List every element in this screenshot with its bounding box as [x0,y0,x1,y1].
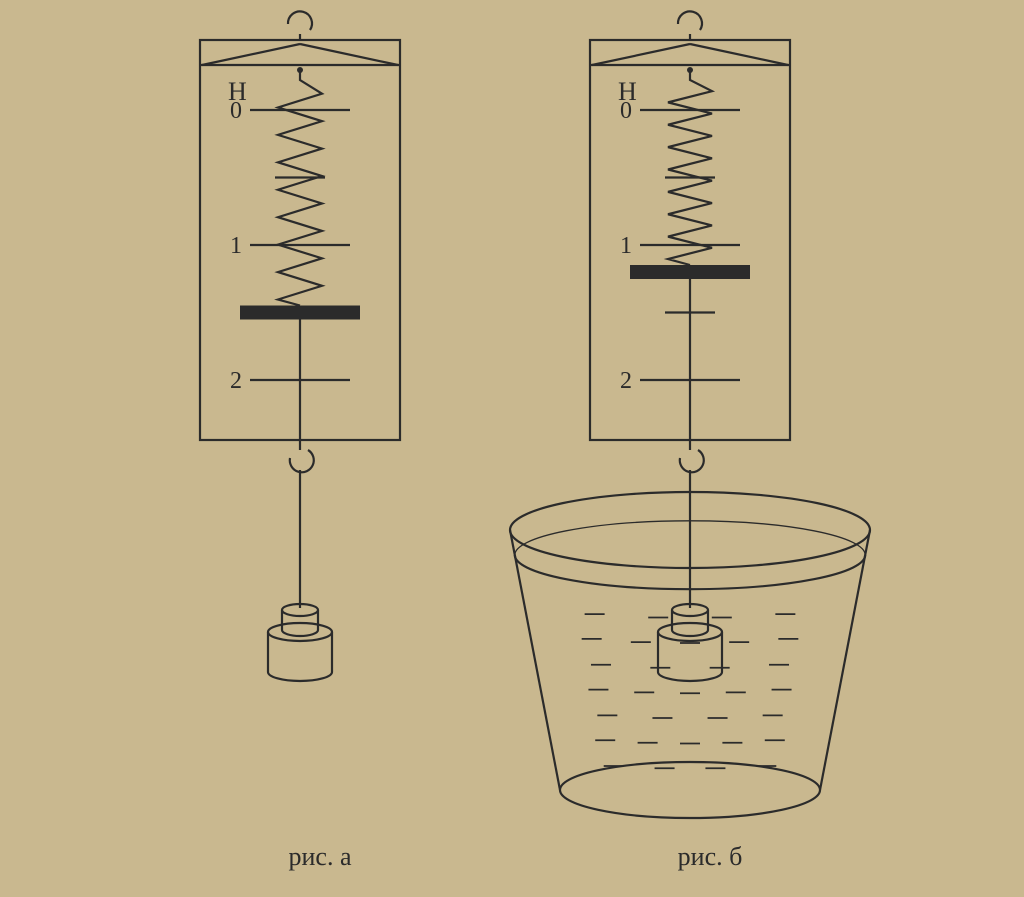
figure-a-caption: рис. а [220,842,420,872]
svg-text:1: 1 [230,233,242,259]
svg-text:1: 1 [620,233,632,259]
figure-b-caption: рис. б [610,842,810,872]
svg-text:0: 0 [620,98,632,124]
svg-text:2: 2 [230,368,242,394]
svg-text:0: 0 [230,98,242,124]
svg-text:2: 2 [620,368,632,394]
